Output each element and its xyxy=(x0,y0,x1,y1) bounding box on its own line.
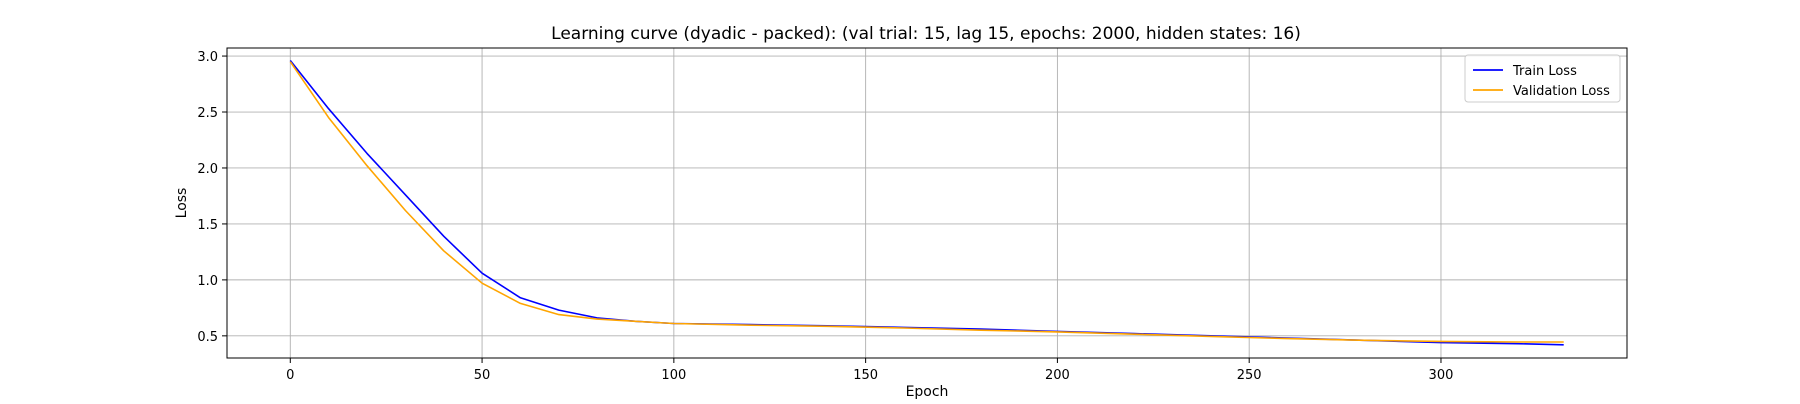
y-tick-label: 0.5 xyxy=(197,330,218,345)
plot-frame xyxy=(226,47,1628,359)
legend-box xyxy=(1464,54,1621,103)
x-tick-label: 250 xyxy=(1237,368,1262,383)
legend-label-validation-loss: Validation Loss xyxy=(1513,84,1610,99)
y-tick-label: 2.5 xyxy=(197,106,218,121)
x-tick-label: 50 xyxy=(474,368,491,383)
x-tick-label: 100 xyxy=(661,368,686,383)
x-tick-label: 300 xyxy=(1429,368,1454,383)
train-loss-line xyxy=(289,60,1564,346)
y-tick-label: 3.0 xyxy=(197,50,218,65)
legend-label-train-loss: Train Loss xyxy=(1512,64,1577,79)
validation-loss-line xyxy=(289,61,1564,343)
legend: Train Loss Validation Loss xyxy=(1464,54,1621,103)
x-tick-label: 200 xyxy=(1045,368,1070,383)
x-axis-label: Epoch xyxy=(906,384,949,400)
chart-title: Learning curve (dyadic - packed): (val t… xyxy=(551,24,1301,44)
y-axis-label: Loss xyxy=(174,188,190,219)
x-tick-label: 150 xyxy=(853,368,878,383)
x-tick-label: 0 xyxy=(286,368,294,383)
y-tick-label: 1.5 xyxy=(197,218,218,233)
y-tick-label: 1.0 xyxy=(197,274,218,289)
y-tick-label: 2.0 xyxy=(197,162,218,177)
